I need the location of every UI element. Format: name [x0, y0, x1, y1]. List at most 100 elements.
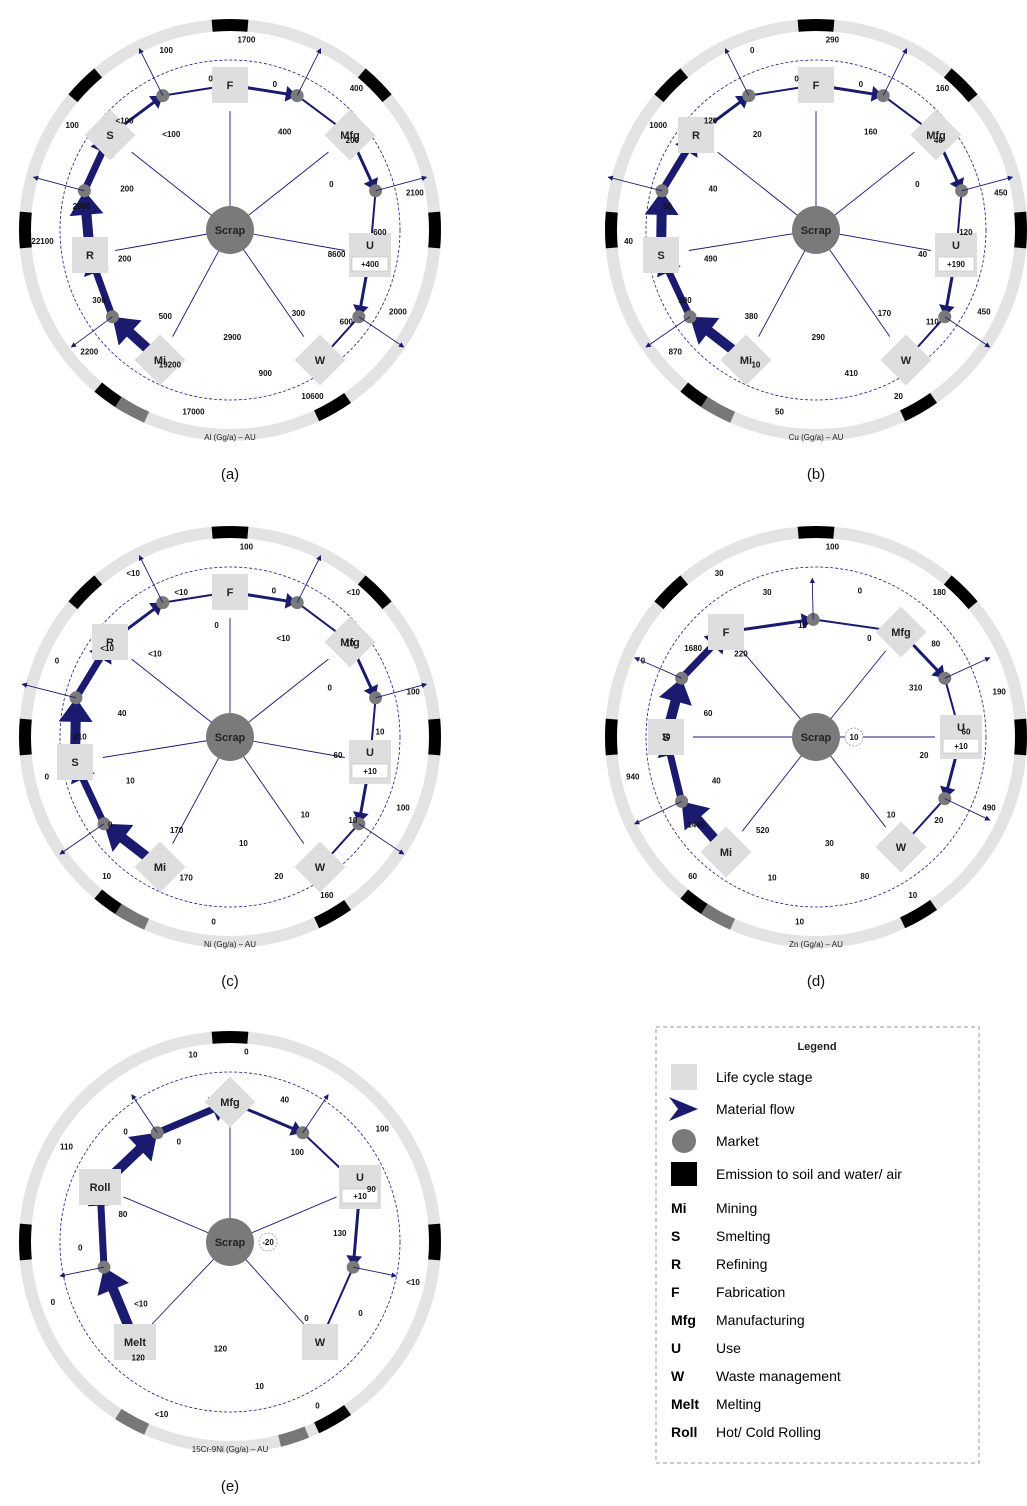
flow-value: 200: [346, 136, 360, 145]
material-flow: [809, 577, 816, 620]
flow-value: 220: [734, 650, 748, 659]
flow-value: 10: [662, 733, 671, 742]
flow-value: 10: [301, 810, 310, 819]
flow-value: 400: [278, 128, 292, 137]
flow-value: 180: [933, 588, 947, 597]
legend-symbol-label: Emission to soil and water/ air: [716, 1166, 902, 1182]
panel-caption: (c): [221, 973, 239, 990]
material-flow: [607, 175, 663, 192]
stage-mi: [134, 841, 186, 893]
flow-value: 2200: [80, 348, 98, 357]
stage-w: [302, 1324, 338, 1360]
market-boundary: [59, 566, 401, 908]
flow-value: 290: [826, 36, 840, 45]
flow-value: 80: [860, 872, 869, 881]
material-flow: [634, 657, 682, 679]
flow-value: 40: [118, 709, 127, 718]
flow-value: 100: [160, 46, 174, 55]
stage-f: [212, 574, 248, 610]
flow-value: 0: [272, 587, 277, 596]
flow-value: 0: [123, 1127, 128, 1136]
flow-value: 10: [768, 873, 777, 882]
flow-value: 10: [887, 810, 896, 819]
stage-label-mi: Mi: [740, 355, 752, 367]
flow-value: 0: [214, 621, 219, 630]
stage-label-mi: Mi: [154, 862, 166, 874]
material-flow: [162, 79, 230, 97]
material-flow: [59, 823, 105, 855]
stock-change-box: [351, 256, 389, 272]
legend-abbr-value: Hot/ Cold Rolling: [716, 1424, 821, 1440]
flow-value: 450: [994, 189, 1008, 198]
flow-value: 30: [825, 839, 834, 848]
flow-value: 400: [350, 84, 364, 93]
flow-value: 60: [962, 727, 971, 736]
stage-mfg: [204, 1076, 256, 1128]
flow-value: 100: [66, 121, 80, 130]
stage-w: [880, 334, 932, 386]
stage-label-w: W: [901, 355, 912, 367]
material-flow: [748, 79, 816, 97]
flow-value: 10: [376, 727, 385, 736]
market-boundary: [59, 59, 401, 401]
panel-caption: (a): [221, 466, 239, 483]
flow-value: 500: [159, 312, 173, 321]
flow-value: 0: [78, 1243, 83, 1252]
flow-value: 210: [73, 733, 87, 742]
flow-value: 600: [340, 318, 354, 327]
stage-label-u: U: [356, 1172, 364, 1184]
stock-marker: [278, 1426, 310, 1447]
flow-value: 310: [909, 684, 923, 693]
flow-value: 100: [376, 1125, 390, 1134]
emission-marker: [19, 211, 32, 249]
scrap-label: Scrap: [215, 732, 246, 744]
material-flow: [645, 316, 691, 348]
panel-caption: (e): [221, 1478, 239, 1495]
scrap-node: [206, 1218, 254, 1266]
stage-w: [875, 821, 927, 873]
stage-label-r: R: [692, 130, 700, 142]
flow-value: 120: [959, 228, 973, 237]
flow-value: 20: [274, 872, 283, 881]
panel-title: Zn (Gg/a) – AU: [789, 940, 843, 949]
flow-value: 30: [763, 588, 772, 597]
material-flow: [138, 48, 164, 96]
stage-s: [643, 237, 679, 273]
stock-marker: [701, 903, 736, 930]
flow-value: 1460: [687, 820, 705, 829]
stage-label-mfg: Mfg: [926, 130, 946, 142]
stage-label-f: F: [723, 627, 730, 639]
flow-value: 0: [55, 657, 60, 666]
emission-marker: [900, 899, 938, 929]
stage-label-s: S: [657, 250, 664, 262]
scrap-label: Scrap: [215, 1237, 246, 1249]
stage-label-r: R: [86, 250, 94, 262]
flow-value: 40: [624, 237, 633, 246]
flow-value: 0: [750, 46, 755, 55]
material-flow: [882, 48, 908, 96]
flow-value: 170: [170, 826, 184, 835]
flow-value: 1700: [237, 36, 255, 45]
material-flow: [162, 586, 230, 604]
legend-frame: [655, 1026, 980, 1464]
stock-change-box: [942, 738, 980, 754]
flow-value: 100: [826, 543, 840, 552]
stage-label-s: S: [662, 732, 669, 744]
stock-change-value: +10: [353, 1192, 367, 1201]
flow-value: 0: [108, 820, 113, 829]
flow-value: 0: [211, 917, 216, 926]
stage-label-mfg: Mfg: [340, 130, 360, 142]
emission-marker: [1014, 211, 1027, 249]
material-flow: [58, 697, 93, 763]
stage-label-r: R: [106, 637, 114, 649]
flow-value: <10: [134, 1300, 148, 1309]
stage-mfg: [910, 109, 962, 161]
stage-label-mfg: Mfg: [340, 637, 360, 649]
stage-mi: [700, 826, 752, 878]
market-boundary: [645, 59, 987, 401]
flow-value: 0: [794, 74, 799, 83]
flow-value: <10: [347, 588, 361, 597]
flow-value: <10: [406, 1278, 420, 1287]
flow-value: 0: [51, 1298, 56, 1307]
flow-value: 10: [908, 891, 917, 900]
